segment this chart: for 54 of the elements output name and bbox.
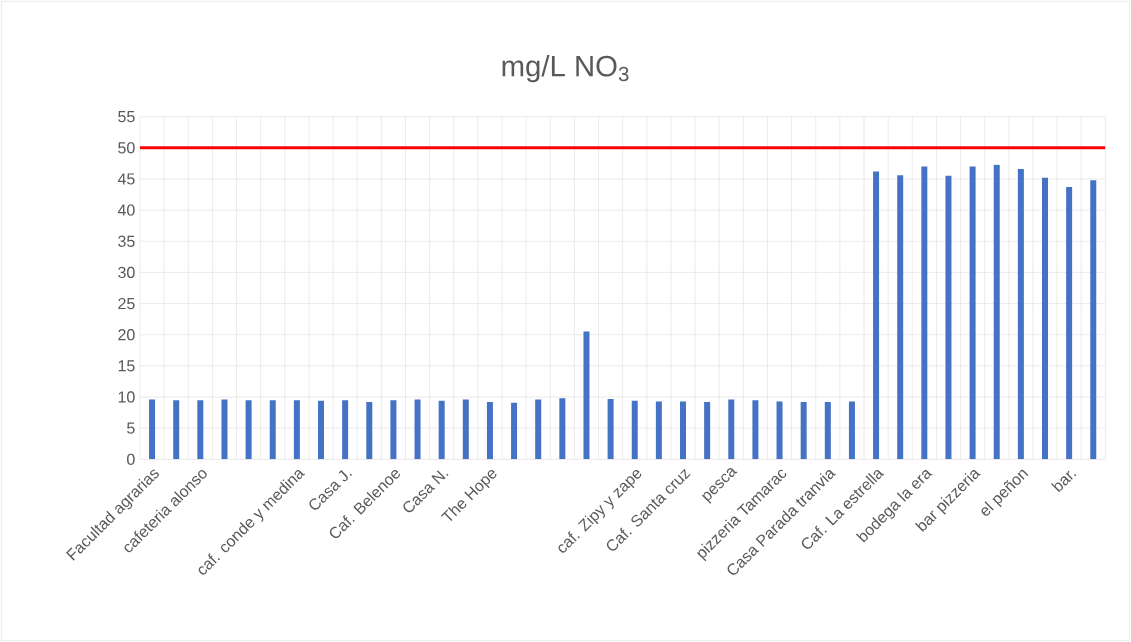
bar	[197, 400, 204, 460]
bar	[366, 402, 373, 460]
y-tick-label: 30	[118, 266, 135, 279]
bar	[462, 399, 469, 460]
bar	[897, 175, 904, 460]
bar	[848, 401, 855, 460]
bar	[680, 401, 686, 460]
bar	[993, 164, 1000, 460]
bar	[293, 400, 300, 460]
chart-title: mg/L NO$_{3}$	[502, 54, 629, 83]
bar	[704, 402, 711, 460]
bar	[969, 166, 976, 460]
bar	[607, 398, 614, 460]
bar	[800, 402, 807, 460]
bar	[1066, 187, 1073, 460]
bar	[173, 400, 180, 460]
bar	[583, 331, 590, 460]
bar	[486, 402, 493, 460]
y-tick-label: 15	[118, 360, 135, 372]
bar	[1017, 168, 1024, 460]
y-tick-label: 40	[117, 204, 135, 216]
bar	[438, 400, 445, 460]
bar	[318, 400, 325, 460]
y-tick-label: 45	[117, 173, 135, 185]
bar	[1042, 177, 1048, 460]
bar	[414, 399, 421, 460]
y-tick-label: 20	[118, 329, 135, 341]
bar	[631, 400, 638, 460]
bar	[221, 399, 228, 460]
y-tick-label: 25	[118, 297, 135, 310]
bar	[945, 175, 952, 460]
bar	[873, 171, 880, 460]
y-tick-label: 10	[118, 391, 135, 403]
bar	[390, 400, 397, 460]
bar	[655, 401, 662, 460]
bar	[511, 402, 518, 460]
bar	[342, 400, 349, 460]
bar	[535, 399, 542, 460]
bar	[776, 401, 783, 460]
bar	[559, 398, 566, 460]
y-tick-label: 35	[118, 235, 135, 247]
y-tick-label: 0	[127, 453, 135, 465]
y-tick-label: 55	[118, 111, 135, 123]
bar	[245, 400, 252, 460]
bar	[752, 400, 759, 460]
bar	[728, 399, 735, 460]
bar	[149, 399, 156, 460]
bar	[921, 166, 928, 460]
bar	[824, 402, 831, 460]
bar	[269, 400, 276, 460]
y-tick-label: 5	[127, 422, 135, 434]
bar	[1090, 180, 1097, 460]
y-tick-label: 50	[118, 142, 135, 154]
x-tick-label: bar.	[1051, 470, 1077, 493]
